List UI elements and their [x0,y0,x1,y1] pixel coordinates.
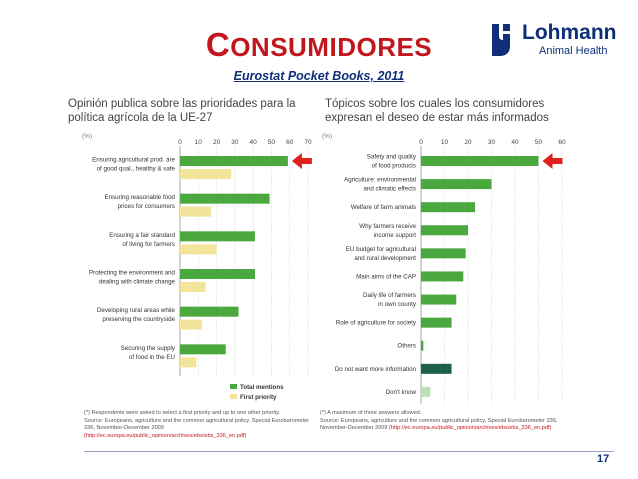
right-category-label: Others [397,343,416,350]
left-category-label: of food in the EU [129,354,175,361]
left-category-label: Developing rural areas while [97,307,176,314]
right-highlight-arrow-icon [542,153,563,169]
left-bar-total-mentions [180,269,255,279]
right-category-label: Daily life of farmers [363,292,416,299]
left-legend-label-first: First priority [240,394,277,401]
left-category-label: Ensuring a fair standard [109,232,175,239]
left-category-label: Ensuring agricultural prod. are [92,157,175,164]
left-bar-total-mentions [180,344,226,355]
right-category-label: Main aims of the CAP [356,273,416,280]
left-tick-label: 30 [231,139,239,146]
left-tick-label: 40 [250,139,258,146]
left-footnote-source: Source: Europeans, agriculture and the c… [84,417,310,432]
left-highlight-arrow-icon [291,153,312,169]
right-bar [421,156,539,166]
left-tick-label: 20 [213,139,221,146]
right-category-label: in own county [378,301,417,308]
right-tick-label: 40 [511,139,519,146]
right-bar [421,294,457,305]
left-category-label: preserving the countryside [102,316,175,323]
right-footnote: (*) A maximum of three answers allowed. … [320,410,585,433]
right-tick-label: 50 [535,139,543,146]
left-tick-label: 10 [195,139,203,146]
left-legend-swatch-first [230,394,237,399]
left-category-label: prices for consumers [118,203,175,210]
right-bar [421,386,431,397]
right-category-label: of food products [372,163,416,170]
right-bar [421,340,424,351]
right-bar [421,363,452,374]
left-bar-total-mentions [180,306,239,317]
left-footnote: (*) Respondents were asked to select a f… [84,410,309,440]
left-bar-first-priority [180,357,197,368]
left-tick-label: 60 [286,139,294,146]
title-rest: ONSUMIDORES [230,32,433,62]
right-category-label: income support [374,232,417,239]
left-tick-label: 50 [268,139,276,146]
left-bar-total-mentions [180,231,255,242]
left-category-label: dealing with climate change [99,279,176,286]
right-category-label: and climatic effects [363,186,416,193]
lohmann-logo-icon [492,24,510,56]
right-category-label: Why farmers receive [359,223,416,230]
right-bar [421,202,476,213]
right-footnote-note: (*) A maximum of three answers allowed. [320,410,422,416]
left-bar-total-mentions [180,193,270,204]
left-bar-first-priority [180,319,202,330]
left-bar-first-priority [180,206,212,217]
left-bar-first-priority [180,282,206,292]
page-title: CONSUMIDORES [0,26,638,64]
left-category-label: Securing the supply [121,345,176,352]
title-first-letter: C [205,26,231,63]
left-bar-first-priority [180,169,232,179]
right-bar [421,317,452,328]
right-chart-heading: Tópicos sobre los cuales los consumidore… [325,98,549,124]
left-unit-label: (%) [82,133,92,140]
right-category-label: Safety and quality [367,154,417,161]
right-tick-label: 10 [441,139,449,146]
right-category-label: Role of agriculture for society [336,320,417,327]
left-chart-heading: Opinión publica sobre las prioridades pa… [68,98,296,124]
right-tick-label: 30 [488,139,496,146]
left-tick-label: 70 [304,139,312,146]
right-footnote-link[interactable]: (http://ec.europa.eu/public_opinion/arch… [389,425,552,432]
left-tick-label: 0 [178,139,182,146]
right-footnote-source: Source: Europeans, agriculture and the c… [320,417,558,432]
left-footnote-link[interactable]: (http://ec.europa.eu/public_opinion/arch… [84,432,247,439]
footer-divider [84,451,614,452]
left-bar-first-priority [180,244,217,255]
left-category-label: of good qual., healthy & safe [97,166,176,173]
page-subtitle: Eurostat Pocket Books, 2011 [233,69,405,83]
left-category-label: Protecting the environment and [89,270,176,277]
right-category-label: Do not want more information [335,366,417,373]
left-bar-chart: (%) 0 10 20 30 40 50 60 70 Ensuring agricultural … [82,133,312,401]
left-footnote-note: (*) Respondents were asked to select a f… [84,410,281,416]
logo-name: Lohmann [522,21,617,44]
left-category-label: of living for farmers [122,241,175,248]
page-number: 17 [597,453,610,465]
right-category-label: Welfare of farm animals [351,204,416,211]
right-category-label: EU budget for agricultural [346,246,416,253]
logo-subtitle: Animal Health [539,45,608,57]
right-bar [421,179,492,190]
right-bar [421,248,466,259]
right-bar [421,225,468,236]
right-bar-chart: (%) 0 10 20 30 40 50 60 Safety and quality of foo… [322,133,566,404]
right-category-label: Agriculture: environmental [344,177,416,184]
left-category-label: Ensuring reasonable food [104,194,175,201]
right-category-label: and rural development [354,255,416,262]
left-legend-label-total: Total mentions [240,384,284,391]
right-unit-label: (%) [322,133,332,140]
right-bar [421,271,464,282]
right-category-label: Don't know [386,389,417,396]
right-tick-label: 60 [558,139,566,146]
right-tick-label: 20 [464,139,472,146]
right-tick-label: 0 [419,139,423,146]
left-bar-total-mentions [180,156,288,166]
left-legend-swatch-total [230,384,237,389]
